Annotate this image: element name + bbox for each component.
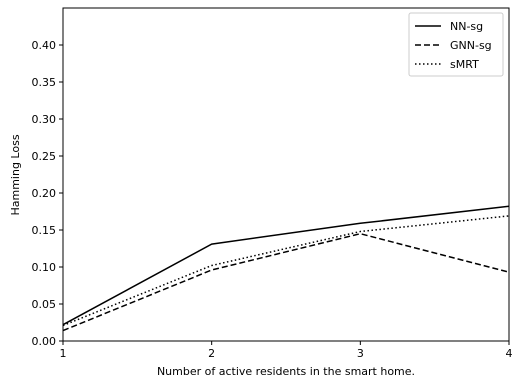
series-line-gnn-sg <box>62 232 510 332</box>
y-tick-label: 0.20 <box>32 187 57 200</box>
y-tick-label: 0.10 <box>32 261 57 274</box>
legend: NN-sg GNN-sg sMRT <box>408 12 504 77</box>
y-tick-label: 0.35 <box>32 76 57 89</box>
y-axis-label: Hamming Loss <box>9 134 22 215</box>
series-lines <box>62 205 510 332</box>
x-tick-label: 2 <box>208 347 215 360</box>
plot-area <box>62 7 510 342</box>
x-tick-label: 1 <box>60 347 67 360</box>
plot-border <box>62 7 510 342</box>
y-tick-label: 0.25 <box>32 150 57 163</box>
x-axis-label: Number of active residents in the smart … <box>157 365 415 378</box>
legend-label: GNN-sg <box>450 39 492 52</box>
y-tick-label: 0.40 <box>32 39 57 52</box>
x-tick-label: 3 <box>357 347 364 360</box>
series-line-nn-sg <box>62 205 510 326</box>
x-tick-label: 4 <box>506 347 512 360</box>
legend-box <box>408 12 504 77</box>
legend-label: sMRT <box>450 58 479 71</box>
y-tick-label: 0.15 <box>32 224 57 237</box>
series-line-smrt <box>62 215 510 327</box>
legend-label: NN-sg <box>450 20 483 33</box>
y-axis: 0.00 0.05 0.10 0.15 0.20 0.25 0.30 0.35 0.40 <box>32 39 63 348</box>
y-tick-label: 0.00 <box>32 335 57 348</box>
y-tick-label: 0.30 <box>32 113 57 126</box>
x-axis: 1 2 3 4 <box>60 341 512 360</box>
y-tick-label: 0.05 <box>32 298 57 311</box>
